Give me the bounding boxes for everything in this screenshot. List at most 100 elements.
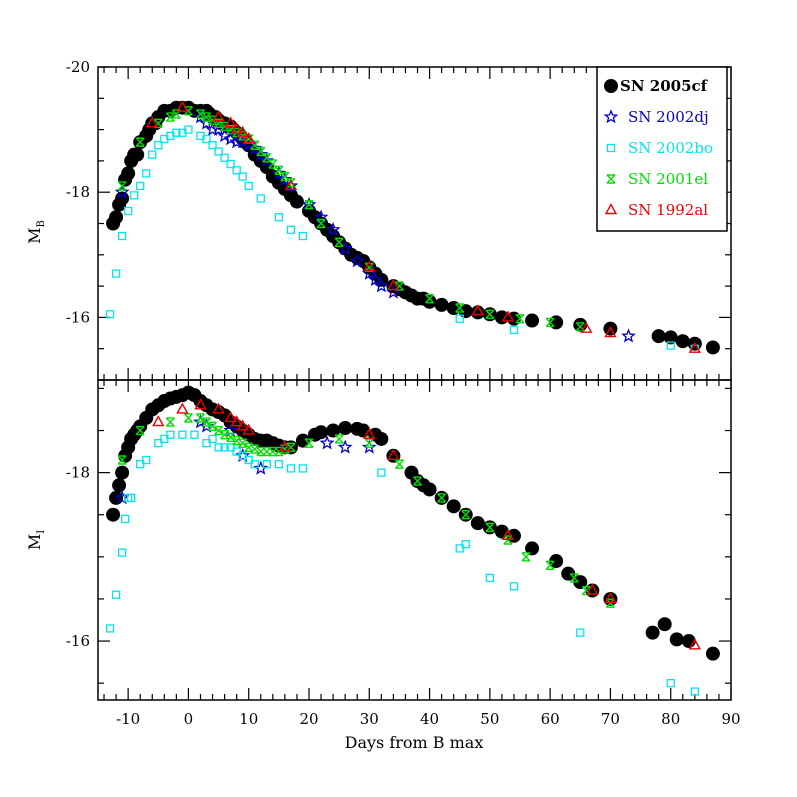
data-point [274,446,284,457]
data-point [283,178,299,193]
data-point [208,421,218,432]
legend-marker [604,203,618,215]
data-point [244,442,254,453]
data-point [171,109,181,119]
data-point [349,253,365,268]
x-axis-title: Days from B max [345,733,484,752]
data-point [230,415,243,427]
data-point [525,541,540,556]
x-tick-label: 20 [299,710,318,728]
y-tick-label: -18 [66,464,90,482]
legend-label: SN 2001el [628,170,708,188]
data-point [284,178,298,191]
data-point [413,476,423,486]
data-point [334,434,344,444]
data-point [142,455,151,465]
data-point [422,482,437,497]
data-point [604,592,617,604]
data-point [325,221,341,237]
data-point [226,443,235,452]
series-sn-2001el [117,413,615,608]
data-point [117,231,127,241]
data-point [394,281,404,291]
data-point [705,340,720,355]
data-point [274,460,284,469]
data-point [690,687,699,696]
data-point [675,334,690,349]
data-point [136,460,145,469]
data-point [663,330,678,345]
data-point [250,140,260,150]
x-tick-label: -10 [116,710,140,728]
data-point [120,514,130,524]
data-point [105,624,115,633]
data-point [202,134,211,144]
x-tick-label: 80 [661,710,680,728]
y-tick-label: -20 [66,58,90,76]
legend-label: SN 2002dj [628,108,709,126]
data-point [573,575,588,590]
data-point [549,315,564,330]
data-point [123,206,133,216]
data-point [688,638,702,650]
data-point [178,430,187,439]
data-point [286,464,296,473]
data-point [115,191,130,206]
data-point [274,213,284,222]
data-point [289,194,304,209]
y-tick-label: -16 [66,632,90,650]
data-point [250,460,259,469]
data-point [202,112,212,122]
data-point [545,560,555,570]
data-point [166,430,175,439]
data-point [148,150,157,159]
data-point [183,106,193,116]
data-point [226,432,236,442]
data-point [212,402,225,414]
data-point [153,118,163,129]
data-point [106,507,121,522]
data-point [470,516,485,531]
data-point [278,440,292,452]
data-point [645,625,660,640]
data-point [165,112,175,122]
x-tick-label: 0 [184,710,194,728]
series-sn-1992al [152,398,702,650]
data-point [581,585,591,596]
data-point [256,146,266,157]
data-point [455,303,465,313]
data-point [485,522,495,533]
data-point [202,417,212,427]
data-point [666,679,675,688]
data-point [115,465,130,480]
data-point [165,417,175,427]
data-point [176,402,189,414]
data-point [262,446,272,457]
data-point [485,573,495,583]
data-point [135,425,145,436]
data-point [446,301,461,316]
data-point [235,448,251,463]
data-point [470,305,485,320]
y-axis-title-bottom: MI [25,530,47,550]
data-point [501,310,515,322]
data-point [244,134,254,144]
data-point [109,210,124,225]
data-point [271,165,287,180]
data-point [561,566,576,581]
data-point [130,147,145,162]
data-point [374,431,389,446]
data-point [304,200,314,210]
x-tick-label: 60 [541,710,560,728]
series-sn-2002bo [105,430,699,696]
data-point [238,438,248,448]
data-point [304,438,314,448]
data-point [657,617,672,632]
data-point [688,341,702,353]
data-point [190,430,199,439]
data-point [666,341,675,350]
data-point [334,237,344,247]
data-point [367,272,383,287]
data-point [337,439,353,454]
data-point [286,178,296,188]
